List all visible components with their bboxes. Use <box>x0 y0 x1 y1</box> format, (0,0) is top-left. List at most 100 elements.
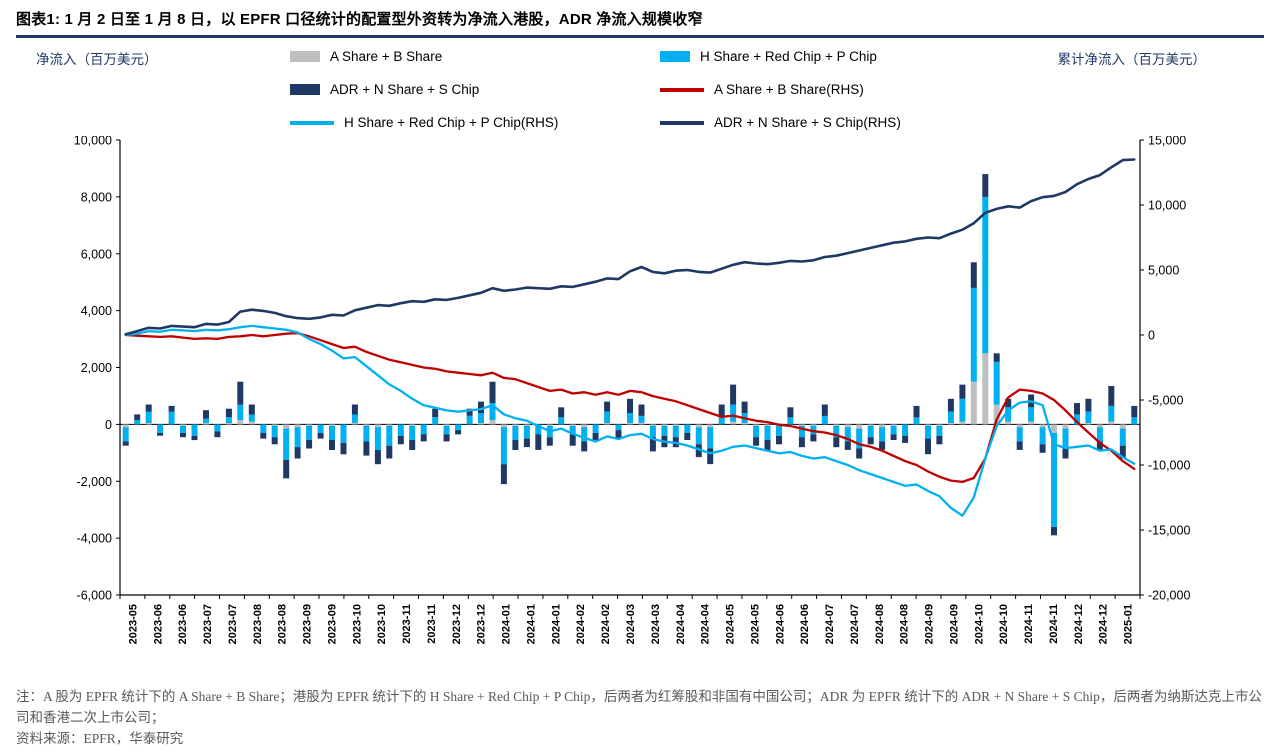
bar-segment <box>627 398 633 413</box>
x-tick-label: 2024-02 <box>575 604 587 644</box>
bar-segment <box>879 424 886 428</box>
bar-segment <box>386 445 393 459</box>
bar-segment <box>1039 424 1046 428</box>
bar-segment <box>936 435 943 445</box>
legend-label: A Share + B Share <box>330 49 443 64</box>
bar-segment <box>351 414 358 423</box>
bar-segment <box>947 398 954 412</box>
bar-segment <box>970 381 977 425</box>
x-tick-label: 2024-04 <box>675 603 687 644</box>
bar-segment <box>1131 405 1138 418</box>
x-tick-label: 2024-12 <box>1073 604 1085 644</box>
bar-segment <box>879 427 886 442</box>
bar-segment <box>455 430 462 435</box>
bar-segment <box>134 420 141 425</box>
x-tick-label: 2024-04 <box>700 603 712 644</box>
x-tick-label: 2023-08 <box>252 604 264 644</box>
bar-segment <box>535 434 542 450</box>
bar-segment <box>1028 407 1035 422</box>
bar-segment <box>798 424 805 426</box>
bar-segment <box>489 420 496 425</box>
bar-segment <box>890 425 897 435</box>
bar-segment <box>718 415 725 425</box>
bar-segment <box>638 415 645 423</box>
chart-area: 10,000 8,000 6,000 4,000 2,000 0 -2,000 -4,000 -… <box>16 134 1264 679</box>
bar-segment <box>260 432 267 439</box>
bar-segment <box>615 430 622 439</box>
bar-segment <box>581 441 588 452</box>
bar-segment <box>569 424 576 426</box>
x-tick-label: 2024-07 <box>849 604 861 644</box>
legend-item-h-bar: H Share + Red Chip + P Chip <box>660 40 1100 73</box>
legend-item-ab-bar: A Share + B Share <box>290 40 660 73</box>
bar-segment <box>225 417 232 423</box>
x-tick-label: 2023-11 <box>401 604 413 644</box>
bar-segment <box>833 425 840 438</box>
bar-segment <box>203 423 209 425</box>
x-tick-label: 2023-05 <box>127 604 139 644</box>
legend-item-h-line: H Share + Red Chip + P Chip(RHS) <box>290 106 660 139</box>
bar-segment <box>764 440 771 452</box>
bar-segment <box>1096 427 1103 442</box>
bar-segment <box>523 438 530 448</box>
bar-segment <box>145 411 152 423</box>
bar-segment <box>695 444 702 458</box>
bar-segment <box>248 414 255 422</box>
bar-segment <box>1085 423 1092 425</box>
bar-segment <box>684 432 691 440</box>
footnotes: 注：A 股为 EPFR 统计下的 A Share + B Share；港股为 E… <box>16 687 1264 750</box>
bar-segment <box>329 424 335 426</box>
bar-segment <box>489 403 496 421</box>
bar-segment <box>1096 424 1103 428</box>
x-tick-label: 2024-11 <box>1023 604 1035 644</box>
bar-segment <box>982 353 989 425</box>
x-tick-label: 2024-08 <box>899 604 911 644</box>
bar-segment <box>145 404 152 412</box>
bar-segment <box>271 425 278 438</box>
x-tick-label: 2023-09 <box>302 604 314 644</box>
source-text: 资料来源：EPFR，华泰研究 <box>16 730 184 746</box>
bar-segment <box>1039 444 1046 453</box>
left-tick-label: 4,000 <box>81 304 112 318</box>
bar-segment <box>1016 427 1023 442</box>
bar-segment <box>604 401 611 412</box>
bar-segment <box>707 427 714 449</box>
x-tick-label: 2023-10 <box>376 604 388 644</box>
bar-segment <box>615 424 622 431</box>
bar-segment <box>122 441 129 446</box>
bar-segment <box>409 424 416 426</box>
bar-segment <box>867 425 874 438</box>
bar-segment <box>374 424 381 428</box>
bar-segment <box>1108 386 1115 406</box>
bar-segment <box>764 425 771 440</box>
bar-segment <box>294 447 301 459</box>
bar-segment <box>374 450 381 465</box>
bar-segment <box>1051 526 1057 536</box>
bar-segment <box>420 424 427 435</box>
bar-segment <box>294 427 301 448</box>
bar-segment <box>730 421 737 425</box>
bar-segment <box>821 415 828 425</box>
x-tick-label: 2025-01 <box>1123 604 1135 644</box>
bar-segment <box>695 424 702 428</box>
bar-segment <box>569 425 576 435</box>
x-tick-label: 2023-12 <box>451 604 463 644</box>
bar-segment <box>180 424 186 426</box>
left-axis-caption: 净流入（百万美元） <box>36 52 158 67</box>
bar-segment <box>1119 428 1126 446</box>
bar-segment <box>730 404 737 422</box>
bar-segment <box>546 424 553 426</box>
bar-segment <box>443 434 450 442</box>
x-tick-label: 2024-06 <box>799 604 811 644</box>
legend-label: A Share + B Share(RHS) <box>714 82 864 97</box>
bar-segment <box>374 427 381 450</box>
bar-segment <box>329 440 335 450</box>
figure-title: 图表1: 1 月 2 日至 1 月 8 日，以 EPFR 口径统计的配置型外资转… <box>16 11 703 28</box>
bar-segment <box>168 405 175 412</box>
left-tick-label: 8,000 <box>81 190 112 204</box>
left-tick-label: -6,000 <box>77 589 112 603</box>
bar-segment <box>1005 421 1012 425</box>
bar-segment <box>340 442 347 455</box>
legend-label: ADR + N Share + S Chip(RHS) <box>714 115 901 130</box>
x-tick-label: 2024-05 <box>749 604 761 644</box>
